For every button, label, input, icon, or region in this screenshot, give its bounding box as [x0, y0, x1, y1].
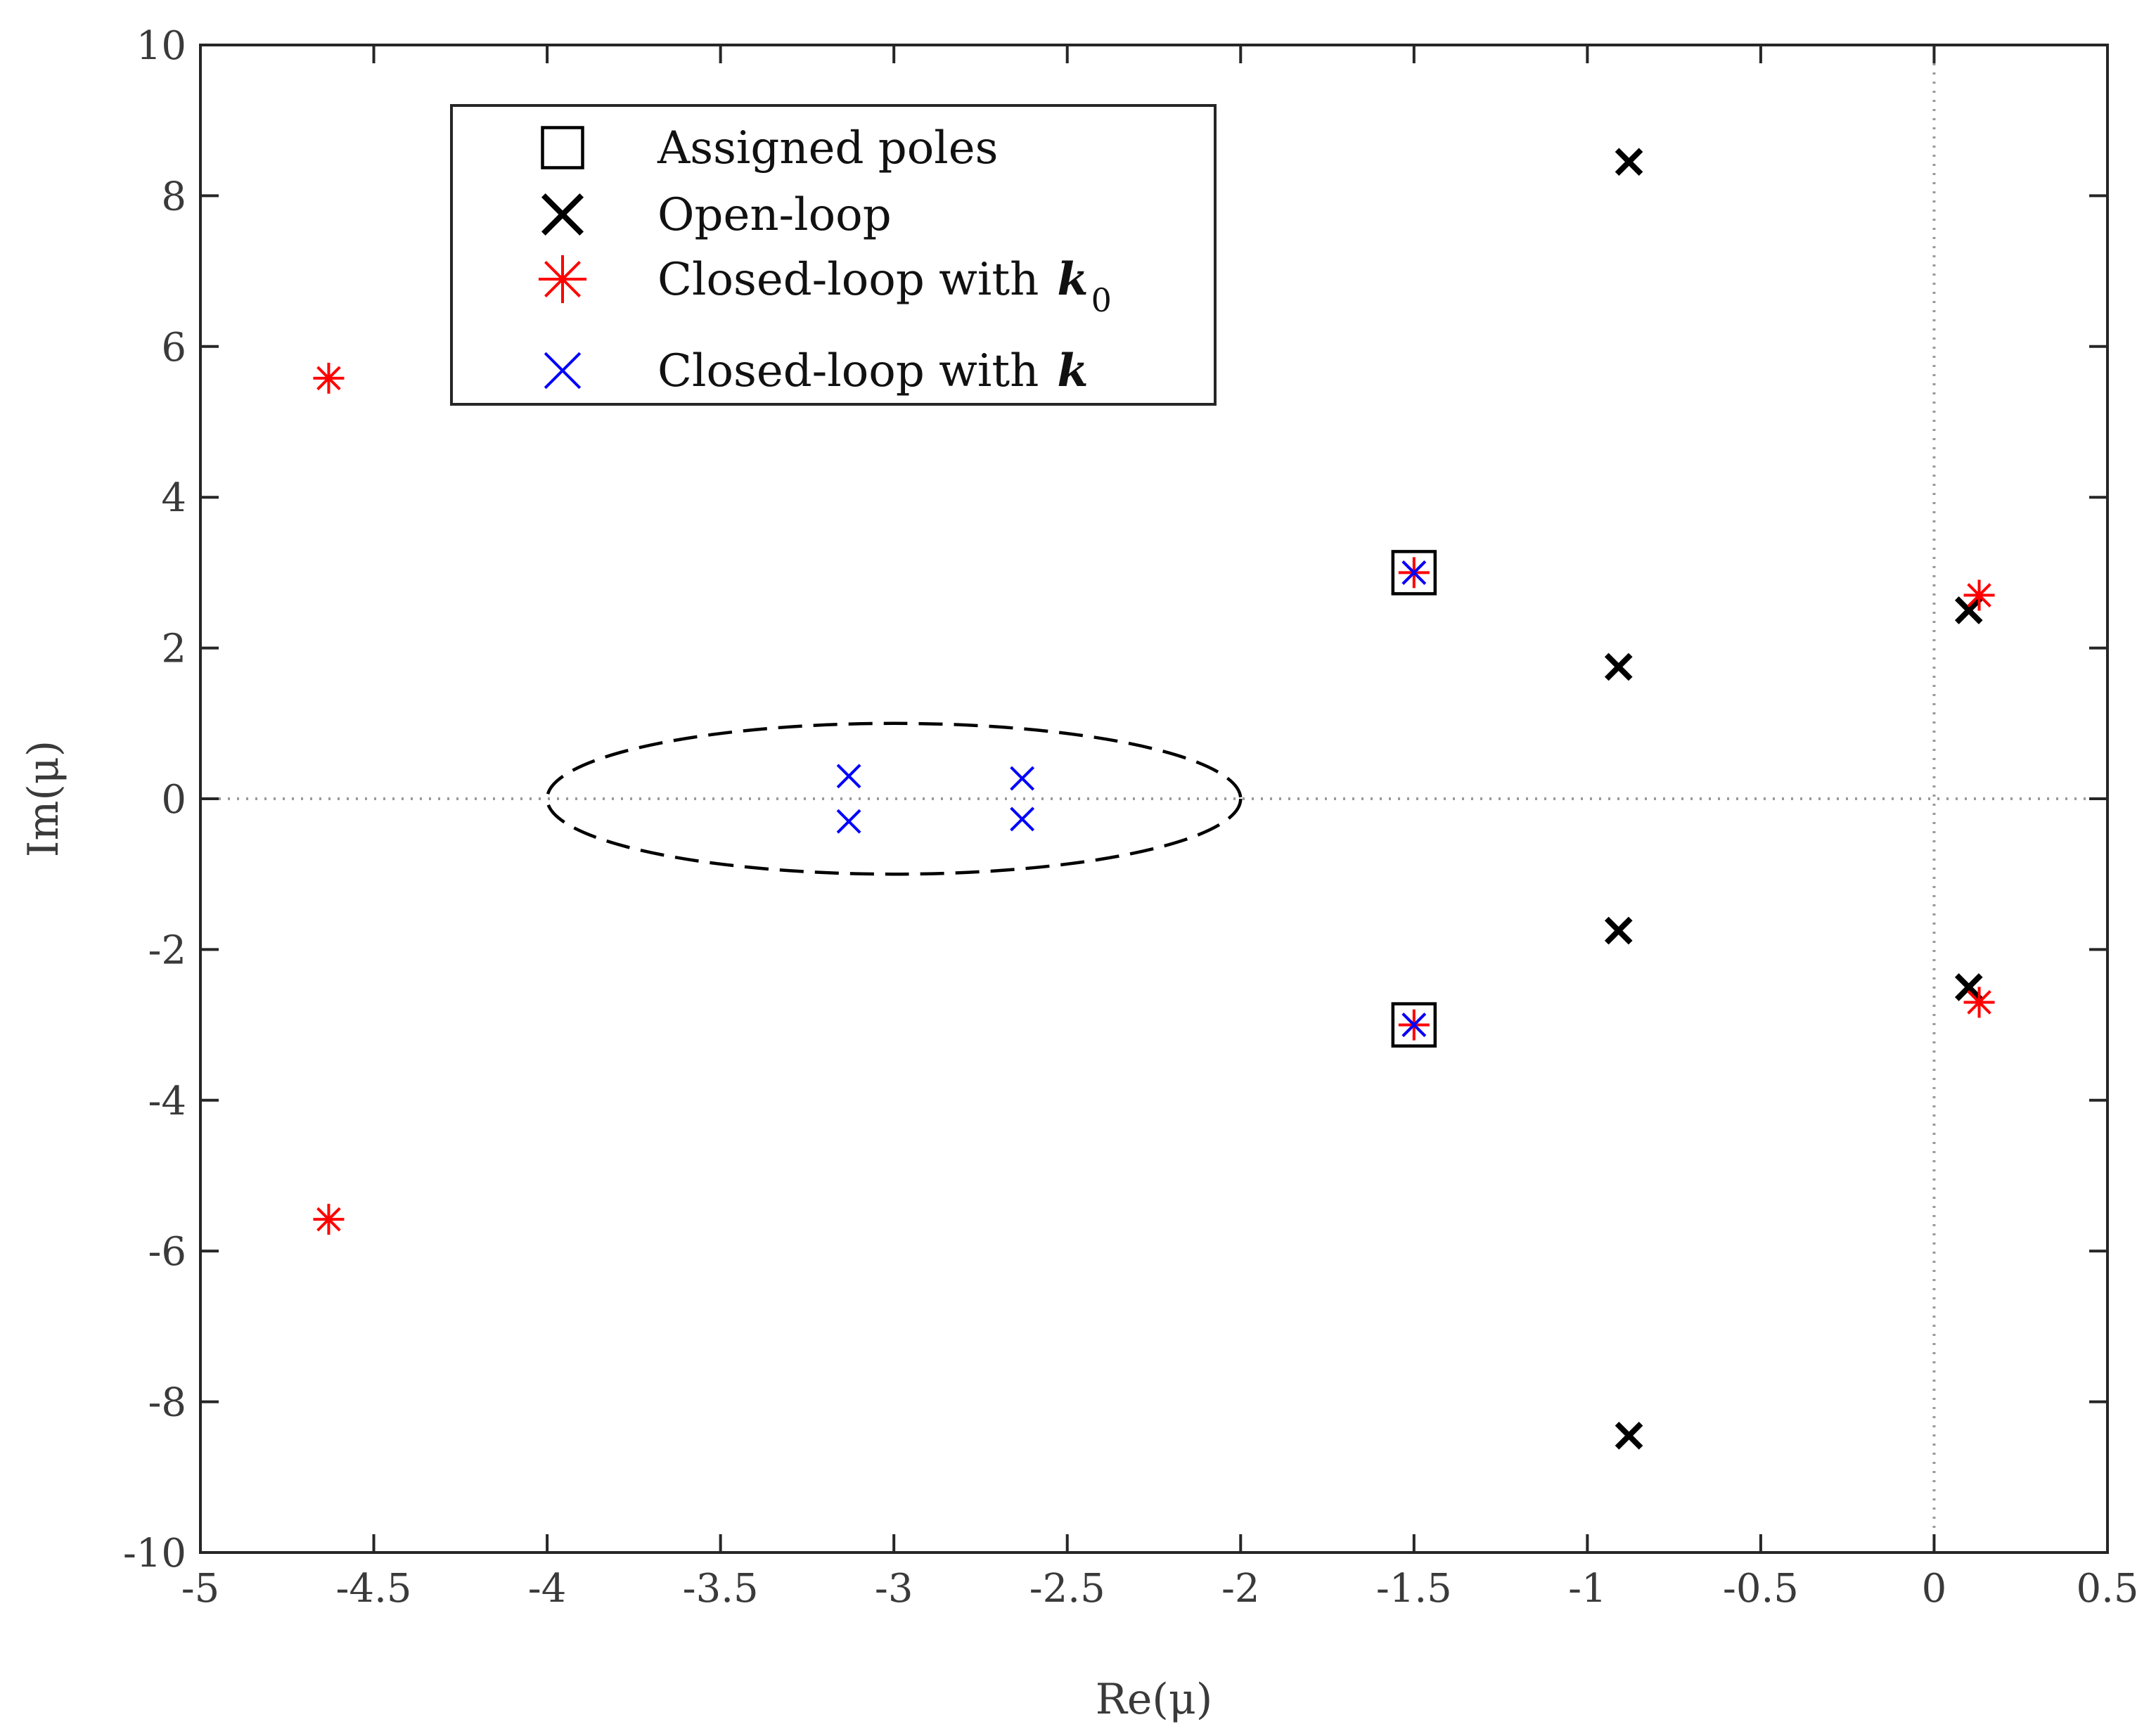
legend-label-assigned: Assigned poles	[657, 122, 998, 174]
legend-marker-assigned	[541, 126, 584, 169]
point-assigned-1	[1391, 1002, 1437, 1048]
y-tick-label: 2	[161, 626, 186, 672]
y-tick-label: -2	[148, 927, 186, 973]
point-assigned-0	[1391, 550, 1437, 596]
y-tick-label: -4	[148, 1079, 186, 1124]
dashed-ellipse-annotation	[545, 721, 1243, 876]
x-tick-label: -1.5	[1376, 1566, 1452, 1612]
point-k-0-stroke	[836, 764, 861, 789]
legend-label-text: Open-loop	[657, 189, 892, 241]
point-assigned-0-stroke	[1391, 550, 1437, 596]
point-open-5-stroke	[1954, 973, 1983, 1001]
legend-marker-k	[544, 352, 582, 390]
y-tick-label: 8	[161, 174, 186, 219]
y-tick-label: 10	[136, 23, 186, 69]
point-open-2	[1604, 916, 1633, 945]
point-open-4	[1954, 596, 1983, 624]
x-tick-label: -2.5	[1029, 1566, 1105, 1612]
legend: Assigned poles Open-loop Closed-loop with k…	[450, 104, 1217, 406]
legend-label-text: Closed-loop with	[657, 254, 1039, 306]
point-k0-5-stroke	[1967, 990, 1991, 1015]
point-k-4-stroke	[1401, 560, 1427, 585]
legend-label-variable: k	[1057, 345, 1088, 397]
point-k-0	[836, 764, 861, 789]
legend-label-text: Assigned poles	[657, 122, 998, 174]
legend-label-text: Closed-loop with	[657, 345, 1039, 397]
point-k-5	[1401, 1013, 1427, 1038]
legend-marker-open-stroke	[541, 193, 584, 236]
axes-layer: -5 -4.5 -4 -3.5 -3 -2.5 -2 -1.5 -1 -0.5 0 0.5 -10 -8 -…	[123, 23, 2139, 1612]
x-tick-label: 0	[1922, 1566, 1947, 1612]
x-tick-label: -3	[875, 1566, 913, 1612]
point-open-3	[1615, 1422, 1643, 1450]
legend-marker-k-stroke	[544, 352, 582, 390]
point-k0-0	[313, 362, 345, 394]
legend-marker-assigned-stroke	[541, 126, 584, 169]
y-tick-label: -10	[123, 1531, 186, 1576]
annotations-layer	[545, 721, 1243, 876]
point-open-1	[1604, 653, 1633, 681]
x-axis-label: Re(μ)	[1096, 1675, 1213, 1724]
y-tick-label: 6	[161, 325, 186, 371]
x-tick-label: -2	[1221, 1566, 1260, 1612]
legend-label-variable: k	[1057, 253, 1088, 306]
point-open-5	[1954, 973, 1983, 1001]
legend-label-k: Closed-loop with k	[657, 345, 1089, 397]
legend-marker-k0-stroke	[544, 261, 581, 297]
y-tick-label: 4	[161, 475, 186, 521]
legend-label-subscript: 0	[1091, 281, 1112, 319]
legend-marker-k0	[538, 255, 587, 304]
legend-label-k0: Closed-loop with k0	[657, 253, 1112, 319]
legend-marker-open	[541, 193, 584, 236]
x-tick-label: 0.5	[2076, 1566, 2138, 1612]
point-open-1-stroke	[1604, 653, 1633, 681]
point-k0-1-stroke	[316, 1207, 341, 1232]
point-k-1	[836, 809, 861, 834]
point-k-2-stroke	[1010, 766, 1035, 791]
x-tick-label: -4	[528, 1566, 567, 1612]
point-k0-5	[1963, 986, 1995, 1018]
x-tick-label: -3.5	[683, 1566, 759, 1612]
point-k0-4	[1963, 579, 1995, 611]
data-points-layer	[313, 148, 1995, 1450]
y-tick-label: -6	[148, 1229, 186, 1275]
y-tick-label: -8	[148, 1380, 186, 1426]
point-k0-1	[313, 1204, 345, 1235]
point-open-0	[1615, 148, 1643, 176]
point-assigned-1-stroke	[1391, 1002, 1437, 1048]
point-k-5-stroke	[1401, 1013, 1427, 1038]
x-tick-label: -1	[1568, 1566, 1607, 1612]
y-tick-label: 0	[161, 777, 186, 823]
x-tick-label: -0.5	[1723, 1566, 1799, 1612]
y-axis-label: Im(μ)	[19, 740, 68, 857]
x-tick-label: -5	[181, 1566, 220, 1612]
legend-label-open: Open-loop	[657, 189, 892, 241]
x-tick-label: -4.5	[336, 1566, 412, 1612]
point-k-1-stroke	[836, 809, 861, 834]
point-open-0-stroke	[1615, 148, 1643, 176]
point-k0-4-stroke	[1967, 583, 1991, 608]
point-open-4-stroke	[1954, 596, 1983, 624]
point-open-3-stroke	[1615, 1422, 1643, 1450]
point-k-4	[1401, 560, 1427, 585]
point-k-3-stroke	[1010, 806, 1035, 832]
point-k-3	[1010, 806, 1035, 832]
point-k0-0-stroke	[316, 366, 341, 391]
point-k-2	[1010, 766, 1035, 791]
point-open-2-stroke	[1604, 916, 1633, 945]
